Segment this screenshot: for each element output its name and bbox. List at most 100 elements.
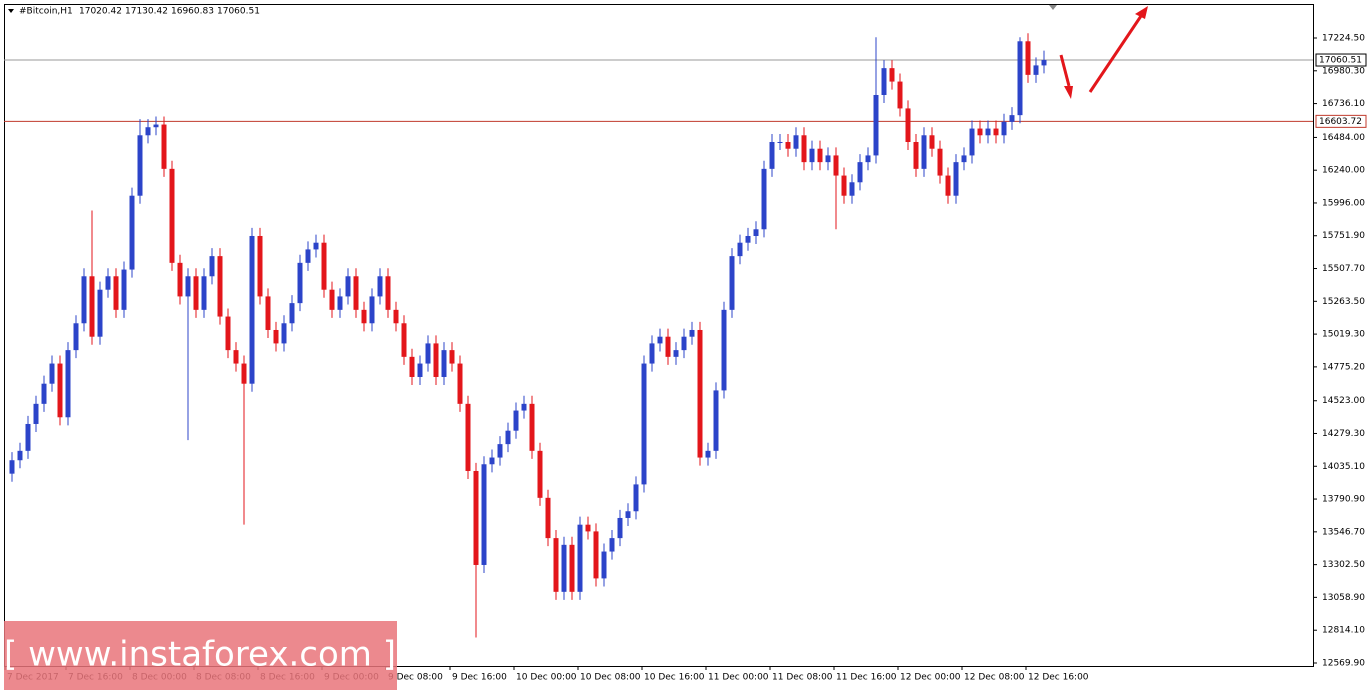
candle-body <box>993 128 999 136</box>
x-tick-label: 10 Dec 16:00 <box>644 673 705 683</box>
y-tick-label: 12814.10 <box>1322 626 1365 636</box>
candle-body <box>569 544 575 592</box>
header-value: 17130.42 <box>125 7 168 17</box>
candle-body <box>353 276 359 310</box>
shift-marker <box>1049 5 1057 10</box>
candle-body <box>129 195 135 270</box>
candle-body <box>905 108 911 142</box>
candle-body <box>753 229 759 236</box>
arrow-head <box>1135 6 1148 19</box>
x-tick-label: 10 Dec 00:00 <box>516 673 577 683</box>
candle-body <box>833 155 839 176</box>
candle-body <box>297 262 303 304</box>
candle-body <box>1001 121 1007 136</box>
forecast-arrows <box>1059 6 1148 99</box>
candle-body <box>185 276 191 297</box>
candle-body <box>777 141 783 143</box>
x-tick-label: 12 Dec 16:00 <box>1028 673 1089 683</box>
candle-body <box>945 175 951 196</box>
candle-body <box>49 363 55 384</box>
candle-body <box>769 141 775 169</box>
candle-body <box>481 464 487 565</box>
level-label: 17060.51 <box>1319 56 1362 66</box>
candle-body <box>761 168 767 230</box>
header-value: 17020.42 <box>79 7 122 17</box>
arrow <box>1059 54 1071 87</box>
arrow-head <box>1064 86 1073 99</box>
candle-body <box>889 68 895 82</box>
candle-body <box>345 276 351 297</box>
x-tick-label: 11 Dec 16:00 <box>836 673 897 683</box>
candle-body <box>593 531 599 579</box>
candle-body <box>729 256 735 310</box>
candle-body <box>857 162 863 183</box>
candle-body <box>265 296 271 330</box>
y-tick-label: 15019.30 <box>1322 330 1365 340</box>
x-tick-label: 10 Dec 08:00 <box>580 673 641 683</box>
candle-body <box>289 303 295 324</box>
candle-body <box>977 128 983 136</box>
candle-body <box>849 182 855 196</box>
y-tick-label: 15996.00 <box>1322 198 1365 208</box>
candle-body <box>689 329 695 337</box>
y-tick-label: 17224.50 <box>1322 33 1365 43</box>
candle-body <box>369 296 375 324</box>
candle-body <box>673 350 679 357</box>
candle-body <box>409 356 415 377</box>
candle-body <box>561 544 567 592</box>
candle-body <box>585 524 591 532</box>
y-tick-label: 14523.00 <box>1322 396 1365 406</box>
candle-body <box>609 538 615 552</box>
candle-body <box>809 148 815 163</box>
candle-body <box>641 363 647 485</box>
candle-body <box>817 148 823 163</box>
candle-body <box>65 350 71 418</box>
candle-body <box>521 403 527 411</box>
candle-body <box>601 551 607 579</box>
candle-body <box>9 460 15 474</box>
candle-body <box>713 390 719 451</box>
candle-body <box>337 296 343 310</box>
symbol: #Bitcoin,H1 <box>19 7 73 17</box>
candle-body <box>721 309 727 391</box>
header-values: 17020.42 17130.42 16960.83 17060.51 <box>79 7 260 17</box>
candle-body <box>57 363 63 418</box>
candle-body <box>929 135 935 149</box>
candle-body <box>697 329 703 458</box>
candle-body <box>305 249 311 263</box>
candle-body <box>937 148 943 176</box>
candle-body <box>825 155 831 163</box>
candle-body <box>545 497 551 539</box>
candle-body <box>1041 60 1047 66</box>
candle-body <box>1009 115 1015 122</box>
x-tick-label: 12 Dec 00:00 <box>900 673 961 683</box>
candle-body <box>1033 65 1039 75</box>
candle-body <box>217 256 223 317</box>
candle-body <box>785 141 791 149</box>
level-label-box <box>1315 53 1367 67</box>
candle-body <box>153 124 159 128</box>
y-tick-label: 16240.00 <box>1322 166 1365 176</box>
candle-body <box>201 276 207 310</box>
candle-body <box>441 350 447 377</box>
candle-body <box>665 336 671 357</box>
y-tick-label: 14279.30 <box>1322 429 1365 439</box>
candle-body <box>425 343 431 364</box>
x-tick-label: 12 Dec 08:00 <box>964 673 1025 683</box>
candle-body <box>449 350 455 364</box>
candle-body <box>793 135 799 149</box>
candle-body <box>105 276 111 290</box>
candle-body <box>633 484 639 512</box>
y-tick-label: 15507.70 <box>1322 264 1365 274</box>
candle-body <box>529 403 535 451</box>
candle-body <box>433 343 439 377</box>
candle-body <box>169 168 175 263</box>
y-tick-label: 13302.50 <box>1322 560 1365 570</box>
candle-body <box>97 289 103 337</box>
candle-body <box>249 235 255 384</box>
watermark: [ www.instaforex.com ] <box>4 635 396 675</box>
y-tick-label: 14775.20 <box>1322 362 1365 372</box>
candle-body <box>81 276 87 324</box>
candle-body <box>577 524 583 592</box>
